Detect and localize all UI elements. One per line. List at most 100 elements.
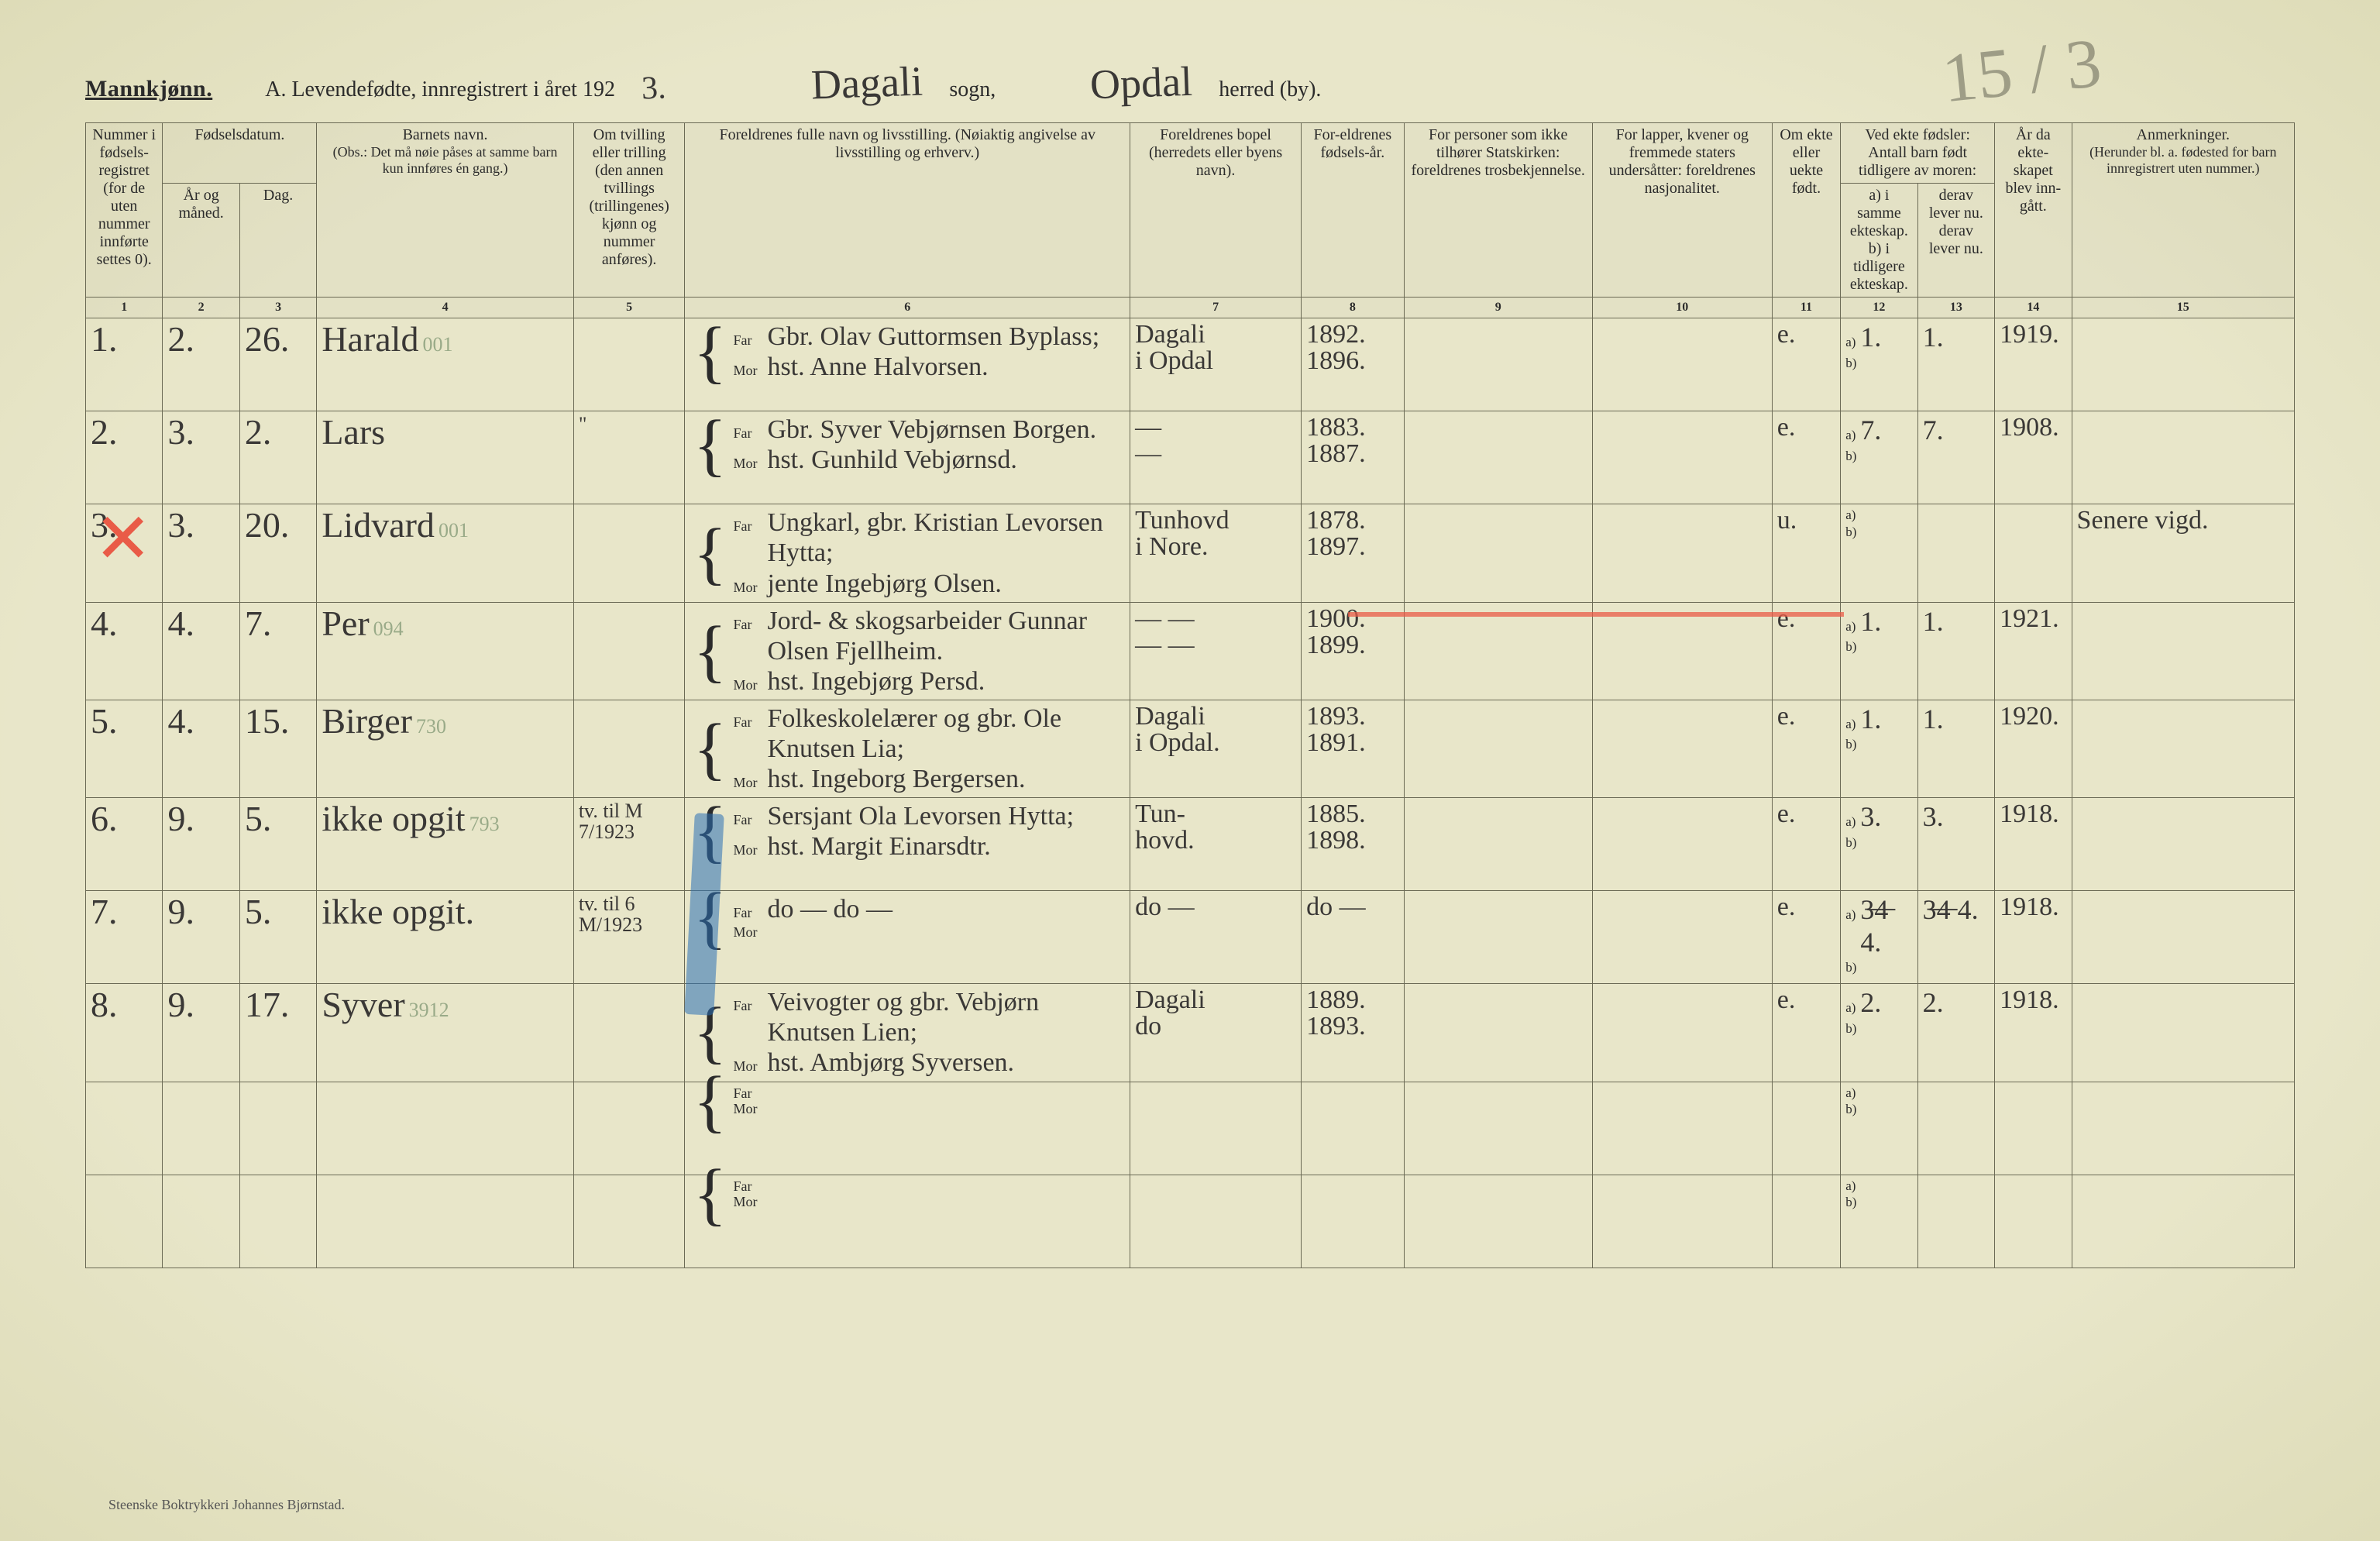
birth-register-table: Nummer i fødsels-registret (for de uten …	[85, 122, 2295, 1268]
col-10-cell	[1592, 984, 1772, 1082]
col-13-cell: 1.	[1923, 606, 1990, 639]
c12a-val: 3̶4̶ 4.	[1860, 894, 1912, 958]
col-15-title: Anmerkninger.	[2077, 126, 2289, 144]
col-12-cell: a)1.b)	[1845, 322, 1912, 370]
birthyear-far: 1883.	[1306, 414, 1399, 441]
red-strike-line	[1348, 612, 1844, 617]
entry-number: 7.	[91, 892, 118, 931]
ekte-cell: u.	[1777, 506, 1797, 535]
parents-cell: {FarFolkeskolelærer og gbr. Ole Knutsen …	[690, 703, 1125, 794]
twin-note: tv. til M 7/1923	[579, 800, 643, 843]
ekte-cell: e.	[1777, 893, 1796, 921]
col-12-cell: a)1.b)	[1845, 606, 1912, 655]
mother-text: jente Ingebjørg Olsen.	[767, 569, 1001, 599]
table-body: 1.2.26.Harald 001{FarGbr. Olav Guttormse…	[86, 318, 2295, 1268]
birthyear-far: 1885.	[1306, 801, 1399, 827]
child-name: Harald	[322, 319, 418, 359]
col-10-cell	[1592, 318, 1772, 411]
c12a-val: 1.	[1860, 322, 1881, 353]
birthyear-far: 1878.	[1306, 507, 1399, 534]
col-12-13-header-top: Ved ekte fødsler: Antall barn født tidli…	[1841, 123, 1995, 184]
c13a-val: 3̶4̶ 4.	[1923, 894, 1979, 926]
red-x-mark: ✕	[94, 500, 152, 580]
entry-number: 1.	[91, 319, 118, 359]
corner-page-number-handwritten: 15 / 3	[1938, 23, 2105, 119]
col-4-sub: (Obs.: Det må nøie påses at samme barn k…	[322, 144, 569, 176]
mor-label: Mor	[733, 1058, 759, 1075]
name-margin-note: 3912	[409, 999, 449, 1021]
col-4-header: Barnets navn. (Obs.: Det må nøie påses a…	[317, 123, 574, 298]
c13a-val: 3.	[1923, 801, 1944, 833]
sogn-handwritten: Dagali	[806, 57, 928, 108]
col-num-4: 4	[317, 298, 574, 318]
father-text: do — do —	[767, 894, 892, 924]
title-prefix: A. Levendefødte, innregistrert i året 19…	[265, 77, 615, 102]
birth-month: 9.	[167, 892, 194, 931]
father-text: Veivogter og gbr. Vebjørn Knutsen Lien;	[767, 987, 1125, 1047]
residence-far: — —	[1135, 606, 1296, 632]
c12a-val: 1.	[1860, 606, 1881, 638]
col-12-cell: a)3̶4̶ 4.b)	[1845, 894, 1912, 975]
far-label: Far	[733, 617, 759, 633]
father-text: Gbr. Olav Guttormsen Byplass;	[767, 322, 1099, 352]
col-num-8: 8	[1302, 298, 1405, 318]
c13a-val: 7.	[1923, 414, 1944, 446]
col-num-9: 9	[1404, 298, 1592, 318]
far-label: Far	[733, 998, 759, 1014]
document-page: Mannkjønn. A. Levendefødte, innregistrer…	[0, 0, 2380, 1541]
col-12-cell: a)3.b)	[1845, 801, 1912, 850]
birth-day: 5.	[245, 799, 272, 838]
birth-month: 4.	[167, 604, 194, 643]
col-13-cell	[1923, 507, 1990, 509]
form-header: Mannkjønn. A. Levendefødte, innregistrer…	[85, 54, 2295, 102]
birthyear-mor: 1891.	[1306, 730, 1399, 756]
col-num-5: 5	[573, 298, 685, 318]
col-13a: derav lever nu.	[1923, 187, 1990, 222]
col-num-10: 10	[1592, 298, 1772, 318]
child-name: ikke opgit.	[322, 892, 474, 931]
residence-mor: —	[1135, 441, 1296, 467]
birthyear-mor: 1893.	[1306, 1013, 1399, 1040]
name-margin-note: 793	[469, 813, 500, 835]
col-13-cell: 7.	[1923, 414, 1990, 448]
col-1-header: Nummer i fødsels-registret (for de uten …	[86, 123, 163, 298]
table-row: 7.9.5.ikke opgit.tv. til 6 M/1923{Fardo …	[86, 891, 2295, 984]
far-label: Far	[733, 714, 759, 731]
col-13-cell: 1.	[1923, 703, 1990, 737]
birthyear-mor: 1898.	[1306, 827, 1399, 854]
ekte-cell: e.	[1777, 985, 1796, 1014]
table-row: {FarMora)b)	[86, 1175, 2295, 1268]
c12a-val: 1.	[1860, 703, 1881, 735]
mother-text: hst. Margit Einarsdtr.	[767, 831, 990, 862]
child-name: Lars	[322, 412, 385, 452]
mor-label: Mor	[733, 580, 759, 596]
twin-note: tv. til 6 M/1923	[579, 893, 642, 936]
residence-far: Tunhovd	[1135, 507, 1296, 534]
col-6-header: Foreldrenes fulle navn og livsstilling. …	[685, 123, 1130, 298]
col-9-cell	[1404, 318, 1592, 411]
parents-cell: {FarJord- & skogsarbeider Gunnar Olsen F…	[690, 606, 1125, 697]
name-margin-note: 001	[422, 333, 452, 356]
residence-mor: hovd.	[1135, 827, 1296, 854]
col-num-14: 14	[1995, 298, 2072, 318]
mother-text: hst. Ambjørg Syversen.	[767, 1047, 1014, 1078]
ekte-cell: e.	[1777, 702, 1796, 731]
printer-footer: Steenske Boktrykkeri Johannes Bjørnstad.	[108, 1497, 345, 1513]
birth-day: 15.	[245, 701, 290, 741]
birth-month: 3.	[167, 505, 194, 545]
year-suffix-handwritten: 3.	[636, 69, 671, 107]
col-2b-header: Dag.	[239, 184, 316, 298]
residence-far: do —	[1135, 894, 1296, 920]
col-12-cell: a)2.b)	[1845, 987, 1912, 1036]
far-label: Far	[733, 812, 759, 828]
table-row: 1.2.26.Harald 001{FarGbr. Olav Guttormse…	[86, 318, 2295, 411]
birthyear-mor: 1896.	[1306, 348, 1399, 374]
birth-day: 20.	[245, 505, 290, 545]
col-13-cell: 1.	[1923, 322, 1990, 355]
table-row: 4.4.7.Per 094{FarJord- & skogsarbeider G…	[86, 602, 2295, 700]
mor-label: Mor	[733, 677, 759, 693]
birth-month: 3.	[167, 412, 194, 452]
parents-cell: {FarSersjant Ola Levorsen Hytta;Morhst. …	[690, 801, 1125, 862]
col-10-cell	[1592, 700, 1772, 797]
table-row: 5.4.15.Birger 730{FarFolkeskolelærer og …	[86, 700, 2295, 797]
